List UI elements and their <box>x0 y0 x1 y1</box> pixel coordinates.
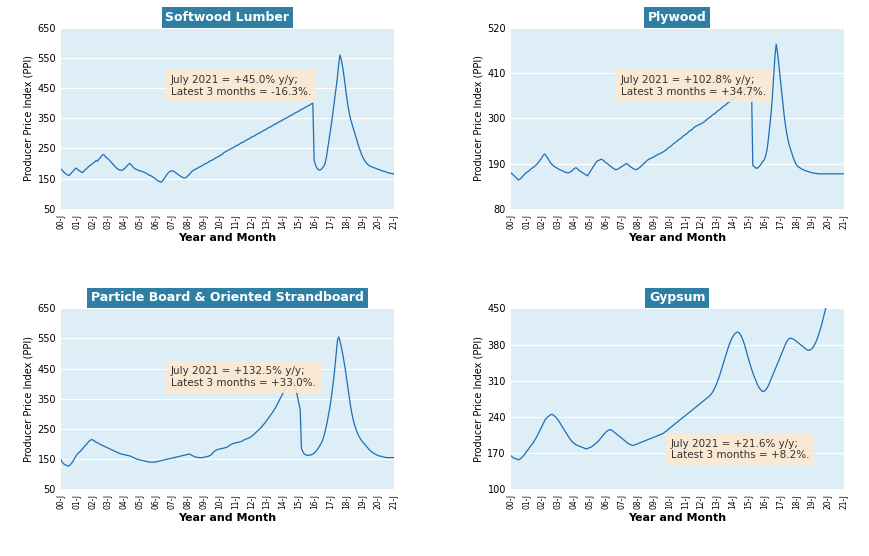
Y-axis label: Producer Price Index (PPI): Producer Price Index (PPI) <box>23 55 33 181</box>
Title: Plywood: Plywood <box>647 11 706 24</box>
X-axis label: Year and Month: Year and Month <box>627 233 726 243</box>
Text: July 2021 = +45.0% y/y;
Latest 3 months = -16.3%.: July 2021 = +45.0% y/y; Latest 3 months … <box>170 75 311 97</box>
X-axis label: Year and Month: Year and Month <box>178 513 276 523</box>
X-axis label: Year and Month: Year and Month <box>627 513 726 523</box>
Text: July 2021 = +102.8% y/y;
Latest 3 months = +34.7%.: July 2021 = +102.8% y/y; Latest 3 months… <box>620 75 765 97</box>
Title: Particle Board & Oriented Strandboard: Particle Board & Oriented Strandboard <box>91 291 363 304</box>
Title: Softwood Lumber: Softwood Lumber <box>165 11 289 24</box>
Title: Gypsum: Gypsum <box>648 291 705 304</box>
Y-axis label: Producer Price Index (PPI): Producer Price Index (PPI) <box>473 336 482 462</box>
Text: July 2021 = +21.6% y/y;
Latest 3 months = +8.2%.: July 2021 = +21.6% y/y; Latest 3 months … <box>670 439 808 460</box>
Text: July 2021 = +132.5% y/y;
Latest 3 months = +33.0%.: July 2021 = +132.5% y/y; Latest 3 months… <box>170 366 315 388</box>
Y-axis label: Producer Price Index (PPI): Producer Price Index (PPI) <box>473 55 482 181</box>
Y-axis label: Producer Price Index (PPI): Producer Price Index (PPI) <box>23 336 33 462</box>
X-axis label: Year and Month: Year and Month <box>178 233 276 243</box>
